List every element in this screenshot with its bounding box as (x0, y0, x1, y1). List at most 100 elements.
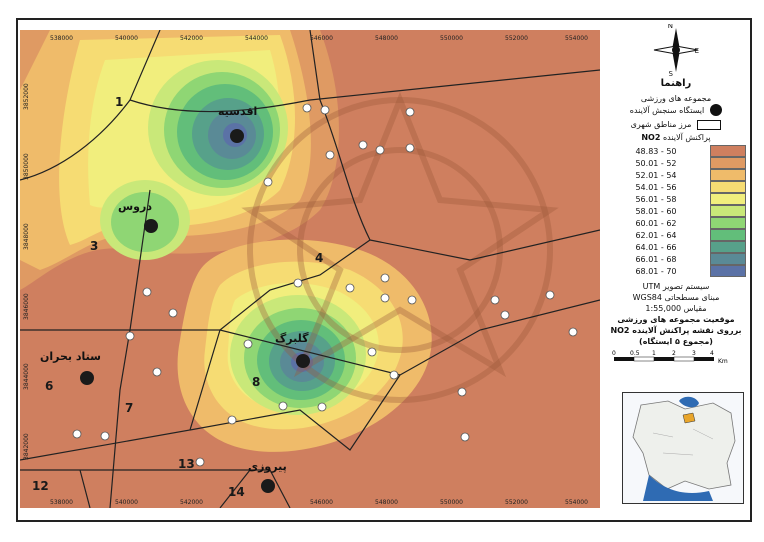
legend-class-label: 50.01 - 52 (635, 158, 677, 168)
district-boundaries (20, 30, 600, 508)
legend-title: راهنما (660, 78, 692, 89)
map-canvas: اقدسیه دروس گلبرگ ستاد بحران پیروزی 1 3 … (20, 30, 600, 508)
y-tick-labels: 3852000 3850000 3848000 3846000 3844000 … (23, 83, 30, 460)
label-golbarg: گلبرگ (275, 331, 309, 345)
legend-class-label: 62.01 - 64 (635, 230, 677, 240)
x-tick: 550000 (440, 35, 463, 42)
legend-classes: 48.83 - 50 50.01 - 52 52.01 - 54 54.01 - 56… (606, 145, 746, 277)
x-tick: 544000 (245, 35, 268, 42)
legend-pollutant: NO2 (641, 133, 661, 142)
y-tick: 3850000 (23, 153, 30, 180)
iran-outline (623, 393, 743, 503)
legend-class-swatch (710, 217, 746, 229)
zone-number: 4 (315, 251, 323, 265)
facility-marker (405, 107, 415, 117)
label-aghdasieh: اقدسیه (218, 105, 257, 118)
facility-marker (100, 431, 110, 441)
facility-marker (490, 295, 500, 305)
legend-class-label: 58.01 - 60 (635, 206, 677, 216)
legend-scale: مقیاس 1:55,000 (645, 304, 707, 313)
legend-class-row: 50.01 - 52 (606, 157, 746, 169)
legend-class-swatch (710, 181, 746, 193)
scale-bar: 0 0.5 1 2 3 4 Km (606, 347, 746, 367)
zone-number: 8 (252, 375, 260, 389)
x-tick: 550000 (440, 499, 463, 506)
zone-number: 7 (125, 401, 133, 415)
legend-class-label: 68.01 - 70 (635, 266, 677, 276)
x-tick-labels-bottom: 538000 540000 542000 546000 548000 55000… (50, 499, 588, 506)
facility-marker (389, 370, 399, 380)
legend-class-label: 66.01 - 68 (635, 254, 677, 264)
scale-tick: 0 (612, 350, 616, 357)
y-tick: 3842000 (23, 433, 30, 460)
facility-marker (407, 295, 417, 305)
legend-class-swatch (710, 205, 746, 217)
facility-marker (195, 457, 205, 467)
legend-class-label: 60.01 - 62 (635, 218, 677, 228)
inset-locator-map (622, 392, 744, 504)
station-golbarg (296, 354, 310, 368)
facility-marker (457, 387, 467, 397)
facility-marker (358, 140, 368, 150)
scale-unit: Km (718, 358, 728, 365)
facility-marker (320, 105, 330, 115)
legend-class-row: 62.01 - 64 (606, 229, 746, 241)
zone-number: 3 (90, 239, 98, 253)
legend-map-title-3: (مجموع ۵ ایستگاه) (639, 337, 713, 346)
compass-icon: N S E W (646, 24, 699, 76)
x-tick: 548000 (375, 499, 398, 506)
zone-number: 13 (178, 457, 195, 471)
facility-marker (375, 145, 385, 155)
legend-class-row: 60.01 - 62 (606, 217, 746, 229)
scale-tick: 4 (710, 350, 714, 357)
scale-bar-graphic: 0 0.5 1 2 3 4 Km (612, 350, 728, 365)
sports-facilities (72, 103, 578, 467)
legend-class-label: 48.83 - 50 (635, 146, 677, 156)
legend-datum: مبنای مسطحاتی WGS84 (632, 293, 720, 302)
legend-class-row: 64.01 - 66 (606, 241, 746, 253)
facility-marker (168, 308, 178, 318)
legend-pollution-label: پراکنش آلاینده NO2 (606, 132, 746, 143)
facility-marker (325, 150, 335, 160)
legend-class-swatch (710, 169, 746, 181)
scale-tick: 1 (652, 350, 656, 357)
y-tick: 3848000 (23, 223, 30, 250)
legend-class-swatch (710, 241, 746, 253)
watermark-rosette (241, 91, 559, 403)
label-darous: دروس (118, 200, 152, 213)
scale-tick: 3 (692, 350, 696, 357)
legend-pollution-text: پراکنش آلاینده (662, 133, 711, 142)
station-symbol-icon (710, 104, 723, 116)
zone-number: 14 (228, 485, 245, 499)
station-aghdasieh (230, 129, 244, 143)
facility-marker (152, 367, 162, 377)
compass-n: N (668, 24, 673, 30)
legend-boundary-row: مرز مناطق شهری (606, 119, 746, 130)
legend-sports-label: مجموعه های ورزشی (640, 94, 712, 103)
y-tick: 3846000 (23, 293, 30, 320)
facility-marker (345, 283, 355, 293)
x-tick: 538000 (50, 35, 73, 42)
legend-class-swatch (710, 229, 746, 241)
facility-marker (367, 347, 377, 357)
facility-marker (263, 177, 273, 187)
x-tick: 540000 (115, 499, 138, 506)
facility-marker (568, 327, 578, 337)
x-tick: 554000 (565, 35, 588, 42)
facility-marker (243, 339, 253, 349)
legend-class-swatch (710, 157, 746, 169)
north-arrow: N S E W (606, 24, 746, 78)
zone-number: 6 (45, 379, 53, 393)
station-darous (144, 219, 158, 233)
station-pirouzi (261, 479, 275, 493)
x-tick-labels: 538000 540000 542000 544000 546000 54800… (50, 35, 588, 42)
facility-marker (142, 287, 152, 297)
legend-class-label: 54.01 - 56 (635, 182, 677, 192)
facility-marker (317, 402, 327, 412)
pollution-map: اقدسیه دروس گلبرگ ستاد بحران پیروزی 1 3 … (20, 30, 600, 508)
legend-class-row: 48.83 - 50 (606, 145, 746, 157)
station-setad (80, 371, 94, 385)
label-pirouzi: پیروزی (248, 460, 287, 473)
facility-marker (293, 278, 303, 288)
zone-number: 12 (32, 479, 49, 493)
